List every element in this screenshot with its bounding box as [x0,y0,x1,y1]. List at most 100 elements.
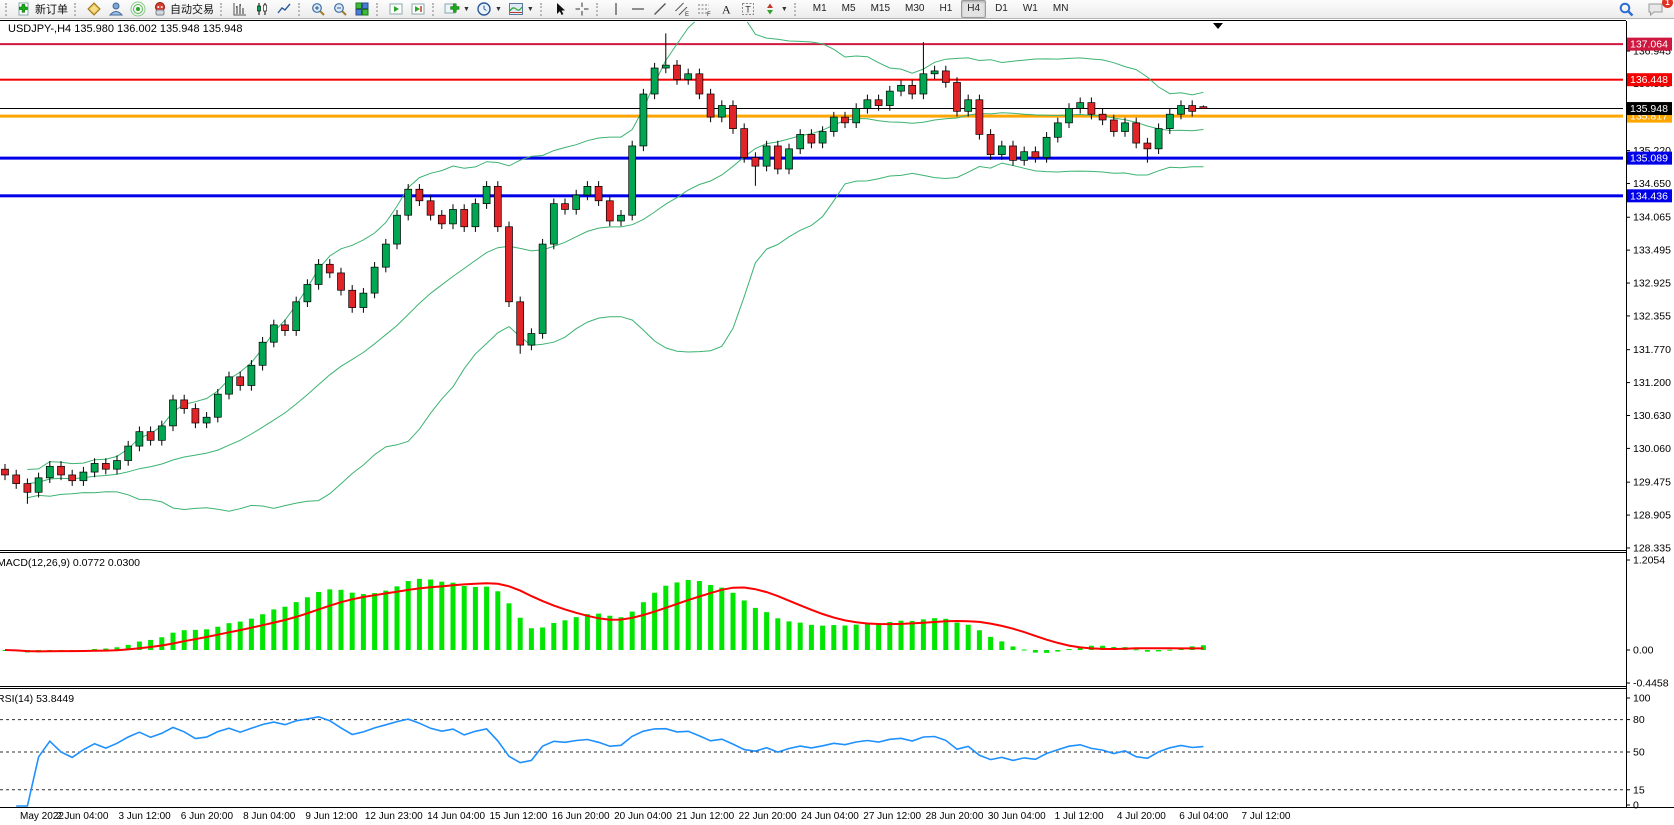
svg-text:132.355: 132.355 [1633,310,1671,322]
chart-header: USDJPY-,H4 135.980 136.002 135.948 135.9… [8,23,242,35]
notifications-button[interactable]: 1 [1644,0,1673,19]
toolbar-grip[interactable] [298,2,304,16]
period-button[interactable]: ▼ [473,0,505,19]
svg-text:30 Jun 04:00: 30 Jun 04:00 [988,811,1046,822]
fibonacci-icon: F [697,4,711,17]
dropdown-caret: ▼ [526,5,534,13]
toolbar-grip[interactable] [432,2,438,16]
svg-text:6 Jul 04:00: 6 Jul 04:00 [1179,811,1228,822]
add-indicator-icon [444,3,460,14]
paint-bucket-icon [87,2,101,16]
price-badge: 136.448 [1627,73,1672,87]
toolbar-grip[interactable] [793,2,800,16]
search-button[interactable] [1615,0,1638,19]
cursor-icon [556,3,565,15]
svg-text:28 Jun 20:00: 28 Jun 20:00 [926,811,984,822]
crosshair-button[interactable] [571,0,593,19]
timeframe-m15[interactable]: M15 [870,3,891,14]
svg-text:3 Jun 12:00: 3 Jun 12:00 [118,811,171,822]
accounts-button[interactable] [105,0,127,19]
svg-text:135.948: 135.948 [1630,103,1668,115]
zoom-out-button[interactable] [329,0,351,19]
crosshair-icon [575,2,589,16]
line-chart-button[interactable] [273,0,295,19]
ohlc-header: USDJPY-,H4 135.980 136.002 135.948 135.9… [8,23,242,35]
timeframe-m1[interactable]: M1 [812,3,827,14]
bar-chart-button[interactable] [229,0,251,19]
fibonacci-button[interactable]: F [693,0,715,19]
toolbar-grip[interactable] [376,2,382,16]
timeframe-m5[interactable]: M5 [841,3,856,14]
main-toolbar: 新订单 自动交易 [0,0,1674,19]
price-badge: 135.948 [1627,102,1672,116]
macd-pane [2,578,1206,653]
svg-text:128.905: 128.905 [1633,510,1671,522]
timeframe-m30[interactable]: M30 [905,3,925,14]
arrows-button[interactable]: ▼ [759,0,791,19]
zoom-in-icon [312,3,325,16]
signals-button[interactable] [127,0,149,19]
horizontal-line-button[interactable] [627,0,649,19]
toolbar-grip[interactable] [220,2,226,16]
svg-text:4 Jul 20:00: 4 Jul 20:00 [1117,811,1166,822]
text-button[interactable]: A [715,0,737,19]
svg-text:8 Jun 04:00: 8 Jun 04:00 [243,811,296,822]
toolbar-grip[interactable] [539,2,546,16]
text-label-icon: T [741,3,754,15]
timeframe-h1[interactable]: H1 [939,3,953,14]
timeframe-d1[interactable]: D1 [995,3,1008,14]
timeframe-w1[interactable]: W1 [1022,3,1038,14]
charts-step-button[interactable] [407,0,429,19]
chart-shift-marker[interactable] [1213,23,1223,29]
tile-windows-button[interactable] [351,0,373,19]
svg-text:21 Jun 12:00: 21 Jun 12:00 [676,811,734,822]
svg-text:50: 50 [1633,747,1645,759]
autotrade-label: 自动交易 [170,4,214,16]
zoom-in-button[interactable] [307,0,329,19]
equidistant-channel-icon: E [674,2,689,17]
price-badge: 134.436 [1627,189,1672,203]
template-button[interactable]: ▼ [505,0,537,19]
vertical-line-icon [615,3,617,15]
toolbar-grip[interactable] [5,2,11,16]
dropdown-caret: ▼ [780,5,788,13]
timeframe-h4[interactable]: H4 [961,0,987,18]
candlestick-chart-button[interactable] [251,0,273,19]
vertical-line-button[interactable] [605,0,627,19]
toolbar-grip[interactable] [595,2,602,16]
template-icon [508,3,523,15]
svg-text:May 2022: May 2022 [20,811,64,822]
svg-text:16 Jun 20:00: 16 Jun 20:00 [552,811,610,822]
svg-text:134.650: 134.650 [1633,178,1671,190]
dropdown-caret: ▼ [463,5,470,13]
svg-text:130.630: 130.630 [1633,410,1671,422]
svg-text:0.00: 0.00 [1633,645,1654,657]
charts-forward-button[interactable] [385,0,407,19]
toolbar-grip[interactable] [74,2,80,16]
trendline-button[interactable] [649,0,671,19]
styler-button[interactable] [83,0,105,19]
text-a-icon: A [722,3,731,17]
macd-label-group: MACD(12,26,9) 0.0772 0.0300 [0,557,140,569]
new-order-button[interactable]: 新订单 [14,0,71,19]
svg-text:20 Jun 04:00: 20 Jun 04:00 [614,811,672,822]
bollinger-bands [27,22,1204,512]
svg-text:131.200: 131.200 [1633,377,1671,389]
cursor-button[interactable] [549,0,571,19]
equidistant-channel-button[interactable]: E [671,0,693,19]
text-label-button[interactable]: T [737,0,759,19]
svg-text:7 Jul 12:00: 7 Jul 12:00 [1242,811,1291,822]
price-level-lines[interactable] [0,43,1623,198]
timeframe-mn[interactable]: MN [1052,3,1069,14]
svg-text:9 Jun 12:00: 9 Jun 12:00 [305,811,358,822]
horizontal-line-icon [631,8,644,10]
tile-windows-icon [355,2,369,16]
autotrade-button[interactable]: 自动交易 [149,0,217,19]
price-axis[interactable]: 136.945136.380135.220134.650134.065133.4… [1626,37,1672,812]
new-order-icon [18,2,29,16]
svg-text:130.060: 130.060 [1633,443,1671,455]
svg-text:128.335: 128.335 [1633,542,1671,554]
add-indicator-button[interactable]: ▼ [441,0,473,19]
